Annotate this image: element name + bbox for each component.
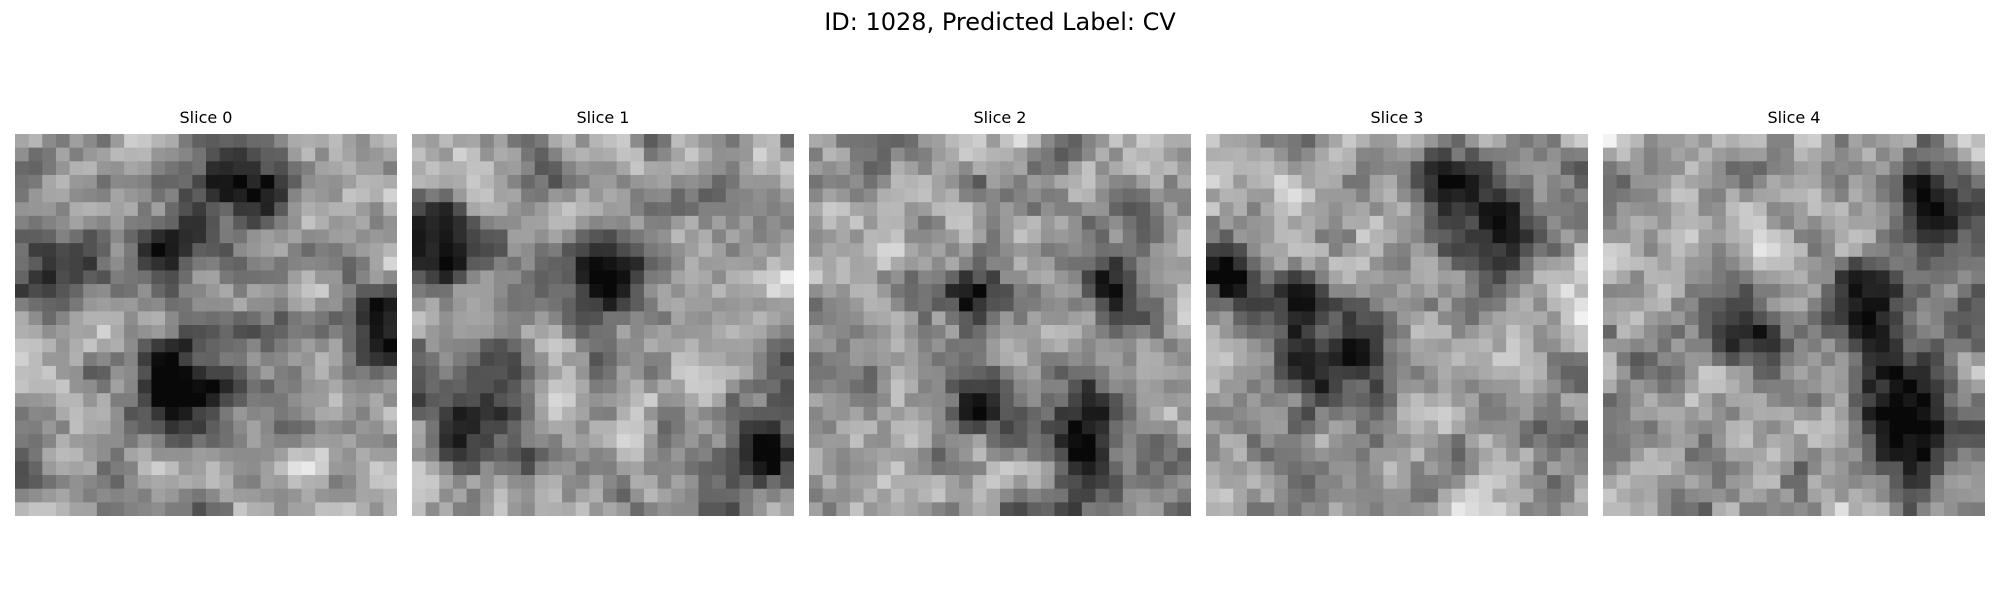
slice-title-2: Slice 2 [973, 108, 1027, 127]
slice-image-2 [809, 134, 1191, 516]
slice-image-4 [1603, 134, 1985, 516]
slice-panel-4: Slice 4 [1603, 108, 1985, 516]
slice-title-1: Slice 1 [576, 108, 630, 127]
slice-panel-3: Slice 3 [1206, 108, 1588, 516]
slice-panel-1: Slice 1 [412, 108, 794, 516]
slice-panel-2: Slice 2 [809, 108, 1191, 516]
slice-image-1 [412, 134, 794, 516]
slice-image-3 [1206, 134, 1588, 516]
slice-title-0: Slice 0 [179, 108, 233, 127]
slice-image-0 [15, 134, 397, 516]
figure-title: ID: 1028, Predicted Label: CV [824, 8, 1176, 36]
slice-panel-0: Slice 0 [15, 108, 397, 516]
slice-title-4: Slice 4 [1767, 108, 1821, 127]
slice-title-3: Slice 3 [1370, 108, 1424, 127]
